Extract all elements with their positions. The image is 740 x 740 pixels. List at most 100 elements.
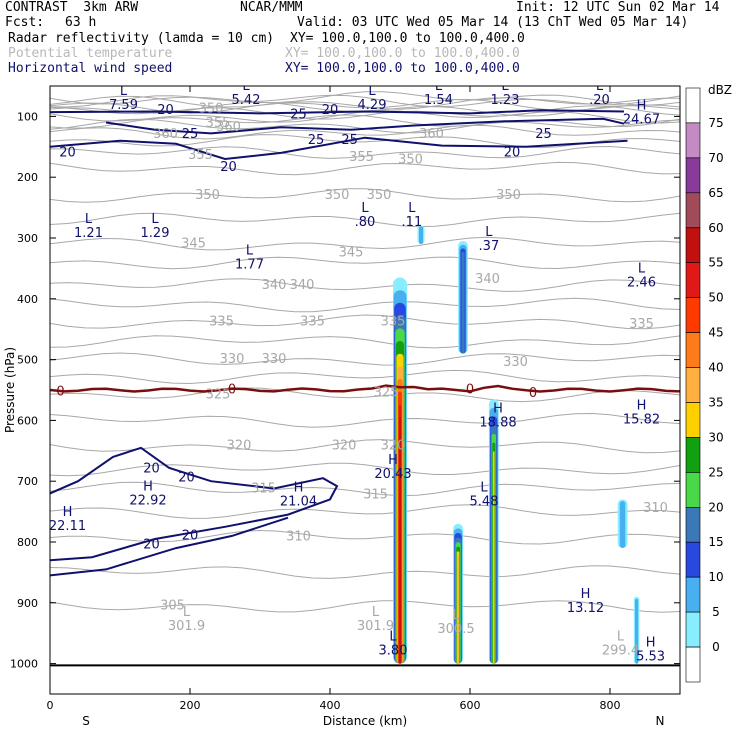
- wind-extremum-kind: H: [646, 636, 656, 651]
- wind-extremum-kind: H: [637, 398, 647, 413]
- reflectivity-cell: [461, 252, 465, 354]
- theta-line: [50, 352, 680, 366]
- colorbar-swatch: [685, 402, 701, 438]
- theta-label: 320: [332, 438, 357, 453]
- model-title: CONTRAST 3km ARW: [5, 0, 139, 15]
- x-tick-label: 800: [600, 699, 621, 712]
- theta-extremum-value: 301.9: [357, 619, 394, 634]
- fcst-value: 63 h: [65, 15, 97, 30]
- theta-line: [50, 95, 680, 110]
- theta-line: [50, 481, 680, 497]
- x-end-left: S: [82, 714, 90, 728]
- wind-contour-label: 25: [308, 133, 325, 148]
- theta-line: [50, 94, 680, 108]
- wind-line: [50, 109, 625, 115]
- wind-extremum-value: 1.29: [141, 226, 170, 241]
- wind-extremum-value: 18.88: [479, 415, 516, 430]
- wind-extremum-kind: L: [85, 212, 93, 227]
- theta-line: [50, 114, 680, 129]
- y-tick-label: 900: [17, 597, 38, 610]
- wind-extremum-kind: H: [388, 453, 398, 468]
- theta-label: 0: [56, 384, 64, 399]
- theta-label: 315: [363, 488, 388, 503]
- colorbar-level: 60: [708, 221, 723, 235]
- theta-label: 360: [216, 120, 241, 135]
- theta-line: [50, 387, 680, 403]
- colorbar-swatch: [685, 367, 701, 403]
- theta-label: 335: [629, 317, 654, 332]
- theta-label: 350: [496, 188, 521, 203]
- wind-contour-label: 25: [182, 127, 199, 142]
- theta-line: [50, 462, 680, 477]
- colorbar-swatch: [685, 122, 701, 159]
- theta-line: [50, 124, 680, 140]
- wind-extremum-kind: L: [480, 481, 488, 496]
- wind-contour-label: 20: [143, 462, 160, 477]
- y-axis-label: Pressure (hPa): [3, 347, 17, 433]
- theta-line: [50, 565, 680, 579]
- wind-extremum-value: 7.59: [109, 98, 138, 113]
- wind-extremum-kind: L: [120, 84, 128, 99]
- reflectivity-cell: [492, 451, 495, 664]
- field-radar-name: Radar reflectivity (lamda = 10 cm): [8, 31, 275, 46]
- wind-contour-label: 20: [157, 103, 174, 118]
- wind-extremum-value: 22.11: [49, 519, 86, 534]
- x-tick-label: 200: [180, 699, 201, 712]
- wind-extremum-value: 3.80: [379, 643, 408, 658]
- theta-line: [50, 256, 680, 270]
- wind-extremum-kind: L: [361, 201, 369, 216]
- theta-extremum-kind: L: [183, 605, 191, 620]
- theta-line: [50, 439, 680, 454]
- wind-contour-label: 25: [535, 127, 552, 142]
- wind-contour-label: 20: [178, 471, 195, 486]
- theta-label: 310: [286, 530, 311, 545]
- theta-line: [50, 335, 680, 349]
- wind-extremum-value: 13.12: [567, 601, 604, 616]
- y-tick-label: 400: [17, 293, 38, 306]
- field-wind-xy: XY= 100.0,100.0 to 100.0,400.0: [285, 61, 520, 76]
- y-tick-label: 700: [17, 475, 38, 488]
- wind-extremum-kind: H: [143, 479, 153, 494]
- colorbar-level: 5: [712, 605, 720, 619]
- wind-contour-label: 25: [341, 133, 358, 148]
- theta-label: 305: [160, 598, 185, 613]
- freezing-level: [50, 384, 680, 393]
- theta-line: [50, 504, 680, 519]
- wind-extremum-kind: L: [242, 79, 250, 94]
- wind-extremum-value: .80: [355, 215, 376, 230]
- wind-extremum-value: 20.43: [374, 467, 411, 482]
- colorbar-level: 25: [708, 465, 723, 479]
- wind-contour-label: 20: [220, 160, 237, 175]
- colorbar-unit: dBZ: [708, 83, 732, 97]
- wind-contour-label: 20: [322, 103, 339, 118]
- theta-line: [50, 145, 680, 159]
- init-time: Init: 12 UTC Sun 02 Mar 14: [516, 0, 720, 15]
- wind-extremum-value: 4.29: [358, 98, 387, 113]
- wind-contour-label: 20: [143, 538, 160, 553]
- wind-extremum-value: .37: [479, 239, 500, 254]
- colorbar-swatch: [685, 332, 701, 368]
- theta-extremum-value: 299.4: [602, 643, 639, 658]
- theta-extremum-kind: L: [452, 608, 460, 623]
- theta-line: [50, 369, 680, 385]
- colorbar-level: 75: [708, 116, 723, 130]
- theta-line: [50, 600, 680, 613]
- theta-extremum-value: 300.5: [437, 622, 474, 637]
- y-tick-label: 600: [17, 414, 38, 427]
- wind-extremum-kind: L: [485, 225, 493, 240]
- colorbar-level: 20: [708, 500, 723, 514]
- theta-label: 340: [290, 278, 315, 293]
- x-axis-label: Distance (km): [323, 714, 407, 728]
- wind-contour-label: 20: [182, 528, 199, 543]
- theta-label: 350: [199, 102, 224, 117]
- colorbar-swatch: [685, 541, 701, 578]
- theta-label: 355: [349, 150, 374, 165]
- colorbar-swatch: [685, 576, 701, 613]
- wind-extremum-kind: L: [368, 84, 376, 99]
- wind-extremum-kind: H: [637, 99, 647, 114]
- wind-line: [50, 136, 628, 161]
- wind-extremum-kind: H: [493, 401, 503, 416]
- wind-extremum-kind: L: [435, 79, 443, 94]
